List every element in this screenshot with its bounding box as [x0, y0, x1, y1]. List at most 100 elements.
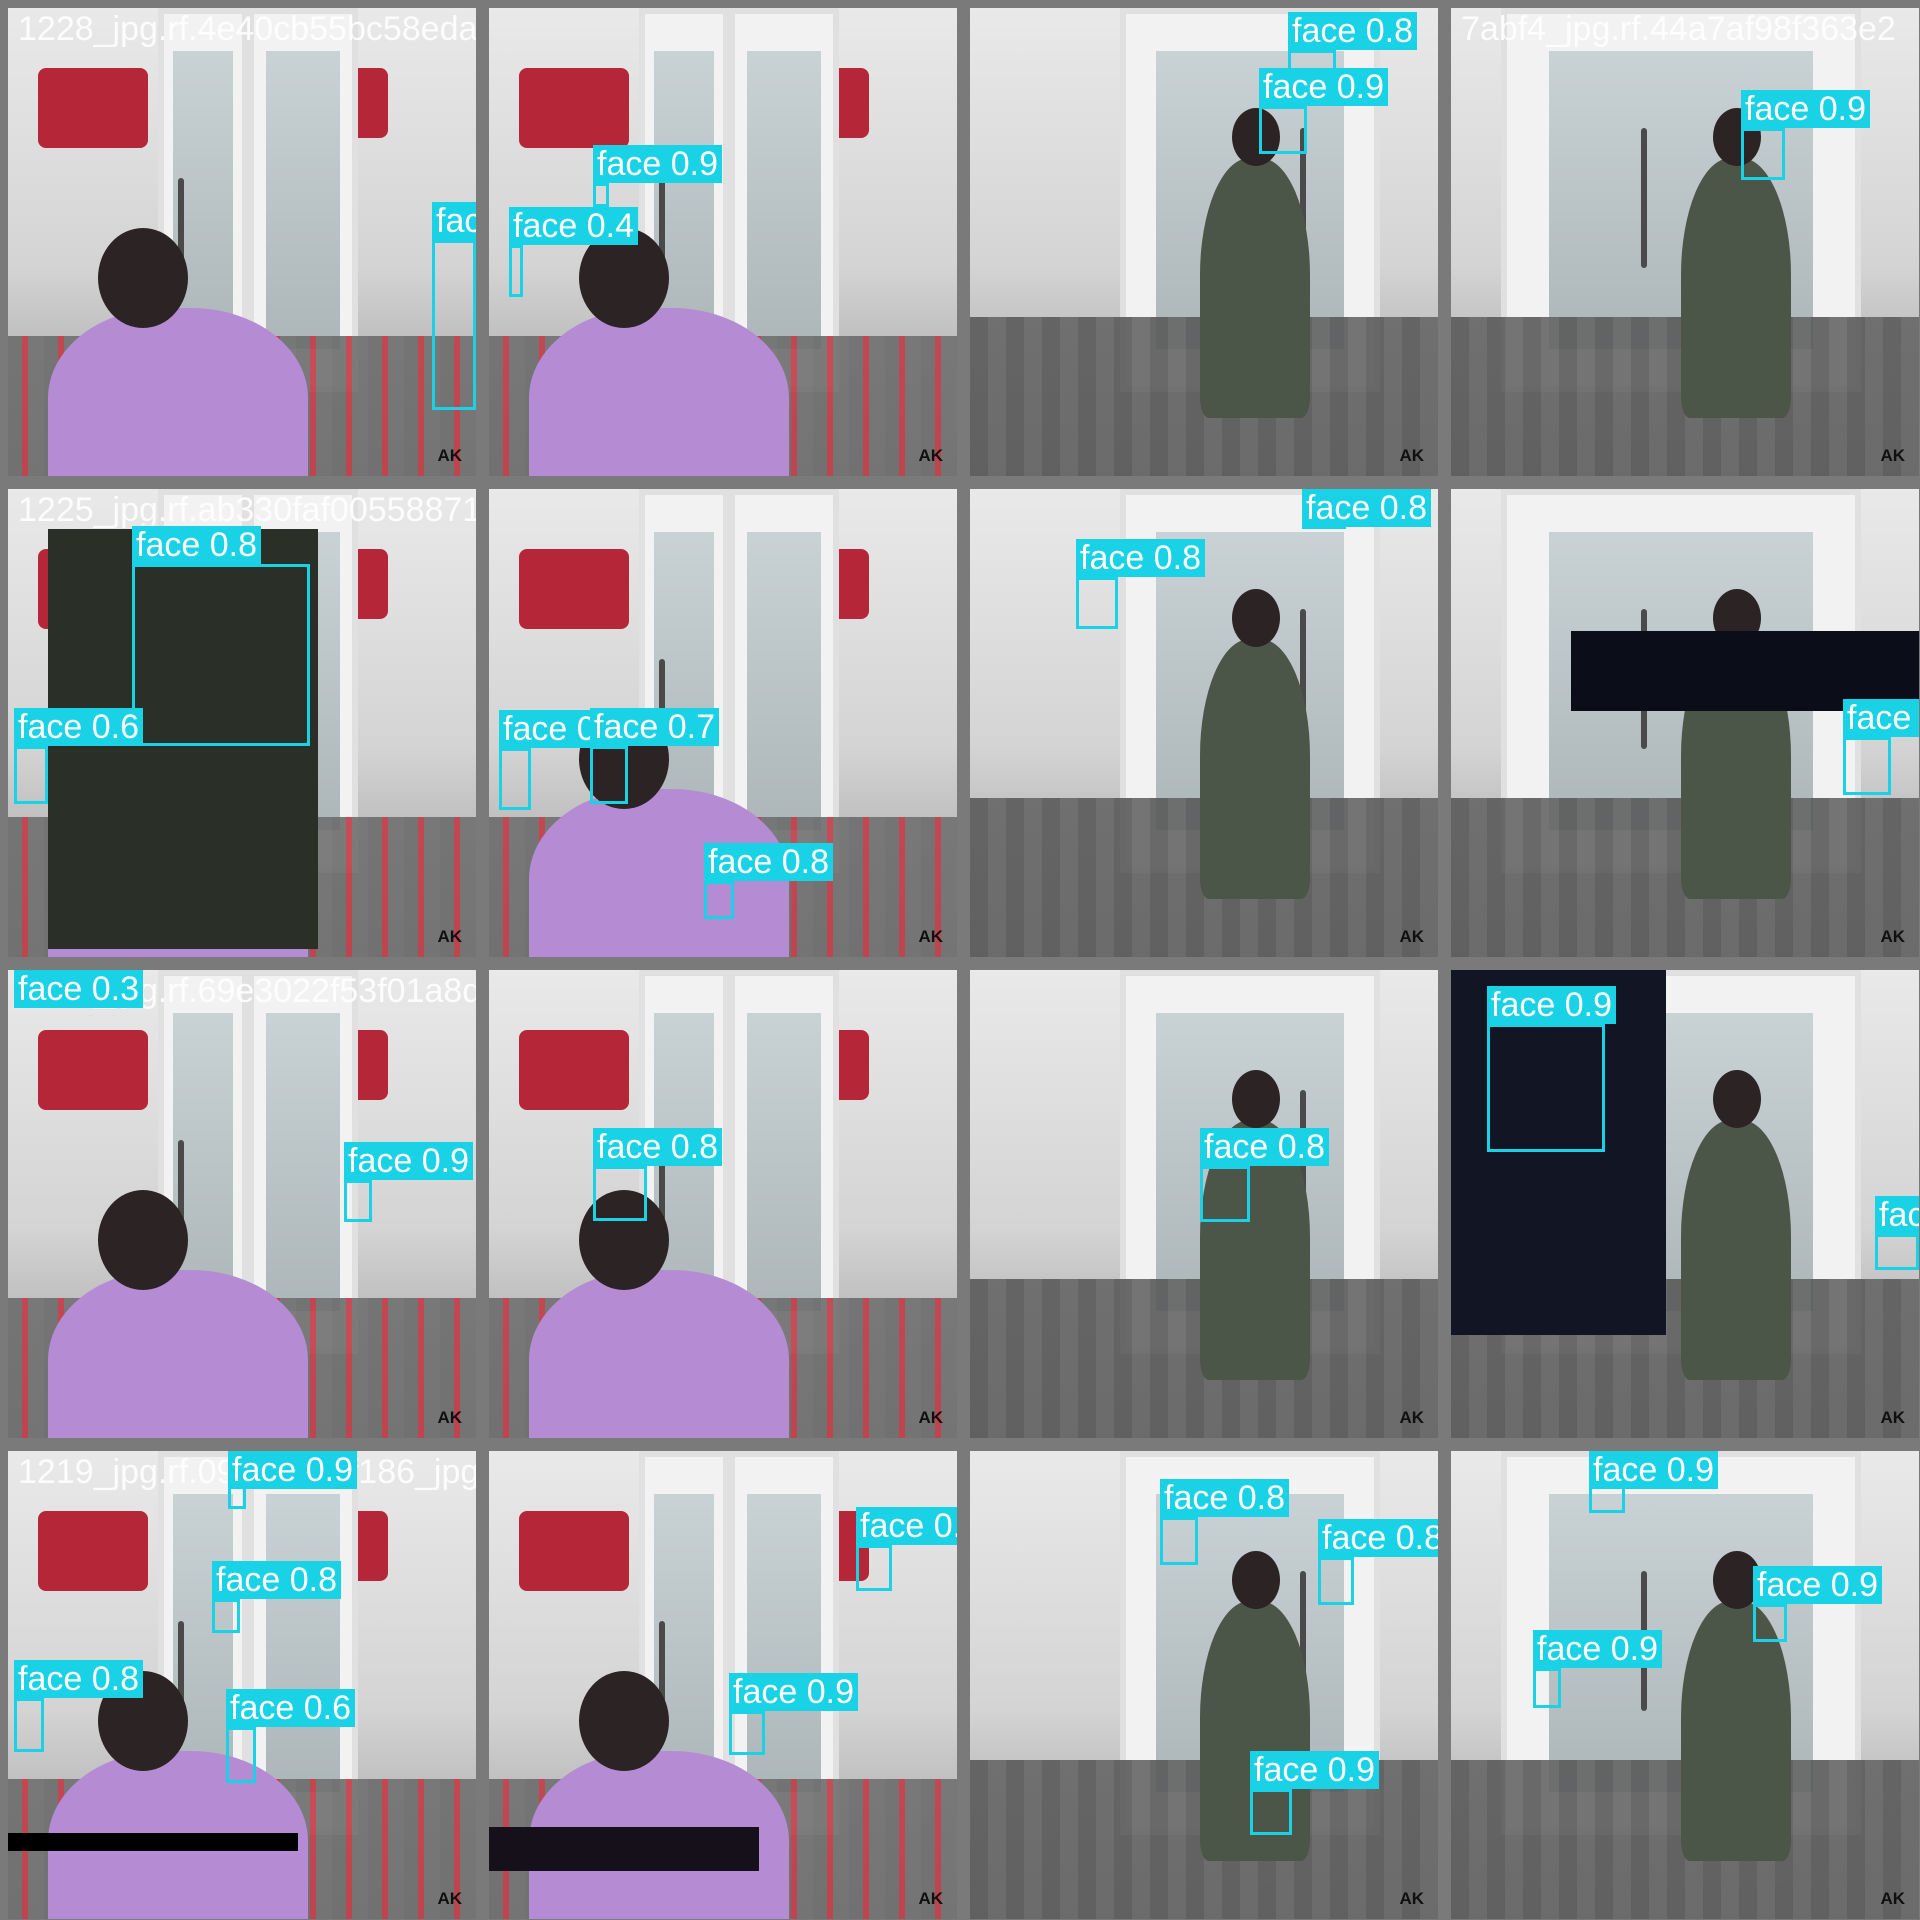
red-chair	[519, 549, 629, 629]
camera-watermark: AK	[1399, 1408, 1424, 1427]
face-detection-label: face 0.8	[856, 1507, 957, 1545]
person-head	[1232, 108, 1280, 166]
door-handle	[1300, 609, 1306, 749]
face-detection-box	[1160, 1517, 1198, 1565]
face-detection-box	[14, 1698, 44, 1752]
person-head	[1232, 1551, 1280, 1609]
door-handle	[659, 1621, 665, 1721]
face-detection-label: face 0.7	[590, 708, 719, 746]
camera-watermark: AK	[918, 1408, 943, 1427]
door-glass	[265, 1013, 341, 1311]
face-detection-label: face 0.6	[226, 1689, 355, 1727]
red-chair	[38, 1030, 148, 1110]
face-detection-label: face 0.8	[212, 1561, 341, 1599]
camera-watermark: AK	[437, 1408, 462, 1427]
face-detection-label: face 0.8	[1200, 1128, 1329, 1166]
camera-watermark: AK	[1399, 446, 1424, 465]
scene-backdrop	[1451, 1451, 1919, 1919]
camera-watermark: AK	[918, 446, 943, 465]
camera-watermark: AK	[1880, 927, 1905, 946]
occluding-patch	[8, 1833, 298, 1851]
face-detection-box	[704, 881, 734, 919]
mosaic-tile: 7abf4_jpg.rf.44a7af98f363e2 AK face 0.9	[1451, 8, 1919, 476]
person-purple-shirt	[529, 1270, 789, 1438]
person-head	[98, 228, 188, 328]
camera-watermark: AK	[437, 1889, 462, 1908]
occluding-patch	[1451, 970, 1666, 1335]
occluding-patch	[1571, 631, 1919, 711]
face-detection-label: face 0.8	[132, 526, 261, 564]
face-detection-box	[509, 245, 523, 297]
red-chair	[519, 1511, 629, 1591]
face-detection-label: face 0.8	[1160, 1479, 1289, 1517]
glass-door	[248, 1451, 358, 1835]
face-detection-label: face 0.9	[593, 145, 722, 183]
tile-caption: 1225_jpg.rf.ab330faf005588712d7_jpg.rf.4…	[18, 491, 476, 529]
mosaic-tile: AK face 0.8	[489, 970, 957, 1438]
door-handle	[178, 1140, 184, 1240]
door-handle	[1641, 128, 1647, 268]
face-detection-box	[1753, 1604, 1787, 1642]
face-detection-label: face 0.9	[1589, 1451, 1718, 1489]
camera-watermark: AK	[437, 446, 462, 465]
face-detection-label: face 0.9	[228, 1451, 357, 1489]
mosaic-tile: AK face 0.4 face 0.7 face 0.8	[489, 489, 957, 957]
mosaic-tile: AK face 0.8 face 0.8	[970, 489, 1438, 957]
tile-caption: 7abf4_jpg.rf.44a7af98f363e2	[1461, 10, 1896, 48]
scene-backdrop	[1451, 8, 1919, 476]
camera-watermark: AK	[918, 927, 943, 946]
face-detection-label: face 0.4	[509, 207, 638, 245]
face-detection-box	[1741, 128, 1785, 180]
face-detection-label: face 0.9	[1741, 90, 1870, 128]
glass-door	[248, 8, 358, 392]
face-detection-box	[593, 1166, 647, 1221]
mosaic-tile: AK face 0.8	[1451, 489, 1919, 957]
face-detection-box	[593, 183, 609, 207]
face-detection-label: face 0.9	[1753, 1566, 1882, 1604]
person-standing	[1681, 1601, 1791, 1861]
person-head	[1713, 1070, 1761, 1128]
face-detection-label: face 0.8	[1318, 1519, 1438, 1557]
glass-door	[729, 8, 839, 392]
camera-watermark: AK	[1880, 1889, 1905, 1908]
door-glass	[265, 1494, 341, 1792]
mosaic-tile: 1225_jpg.rf.ab330faf005588712d7_jpg.rf.4…	[8, 489, 476, 957]
glass-door	[729, 970, 839, 1354]
face-detection-label: face 0.8	[1302, 489, 1431, 527]
face-detection-box	[1259, 106, 1307, 154]
face-detection-box	[1487, 1024, 1605, 1152]
camera-watermark: AK	[437, 927, 462, 946]
face-detection-label: face 0.9	[729, 1673, 858, 1711]
face-detection-box	[1843, 737, 1891, 795]
person-head	[98, 1190, 188, 1290]
face-detection-label: face 0.9	[344, 1142, 473, 1180]
person-head	[579, 1671, 669, 1771]
face-detection-label: face 0.9	[1250, 1751, 1379, 1789]
face-detection-label: face 0.8	[1076, 539, 1205, 577]
mosaic-tile: AK face 0.9 face 0.4	[489, 8, 957, 476]
red-chair	[38, 1511, 148, 1591]
door-glass	[746, 532, 822, 830]
red-chair	[38, 68, 148, 148]
face-detection-label: face 0.4	[432, 202, 476, 240]
mosaic-tile: AK face 0.8	[970, 970, 1438, 1438]
face-detection-box	[1250, 1789, 1292, 1835]
camera-watermark: AK	[918, 1889, 943, 1908]
tile-caption: 1228_jpg.rf.4e40cb55bc58eda201_jpg.rf.bf…	[18, 10, 476, 48]
red-chair	[519, 68, 629, 148]
face-detection-label: face 0.8	[1843, 699, 1919, 737]
occluding-patch	[489, 1827, 759, 1871]
face-detection-label: face 0.3	[14, 970, 143, 1008]
face-detection-label: face 0.9	[1875, 1196, 1919, 1234]
camera-watermark: AK	[1880, 446, 1905, 465]
mosaic-tile: AK face 0.9 face 0.9	[1451, 970, 1919, 1438]
glass-door	[729, 489, 839, 873]
face-detection-box	[1076, 577, 1118, 629]
door-handle	[659, 1140, 665, 1240]
camera-watermark: AK	[1399, 1889, 1424, 1908]
face-detection-box	[729, 1711, 765, 1755]
face-detection-label: face 0.9	[1259, 68, 1388, 106]
person-standing	[1200, 158, 1310, 418]
red-chair	[519, 1030, 629, 1110]
